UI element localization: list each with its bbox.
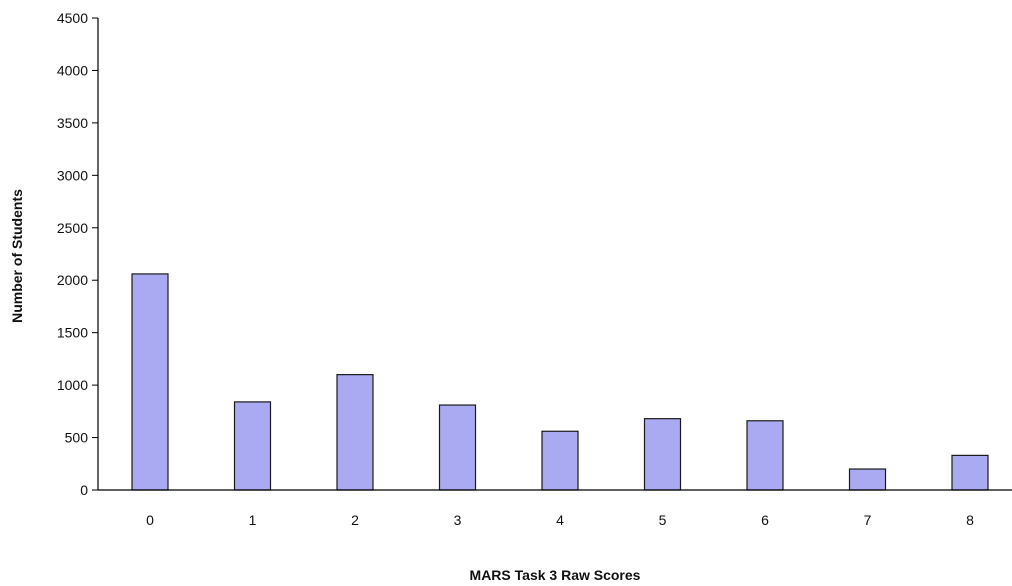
y-axis-title: Number of Students	[9, 189, 25, 323]
bar-8	[951, 454, 989, 491]
x-tick-label: 8	[966, 512, 974, 528]
bars-group	[131, 273, 989, 491]
y-tick-label: 3500	[57, 115, 88, 131]
y-tick-label: 4500	[57, 10, 88, 26]
x-tick-label: 5	[659, 512, 667, 528]
x-axis-ticks: 0 1 2 3 4 5 6 7 8	[146, 512, 974, 528]
y-tick-label: 1000	[57, 377, 88, 393]
y-tick-label: 4000	[57, 62, 88, 78]
bar-5	[643, 418, 682, 491]
y-tick-label: 1500	[57, 325, 88, 341]
bar-2	[336, 374, 374, 491]
bar-7	[848, 468, 887, 491]
x-tick-label: 3	[454, 512, 462, 528]
x-tick-label: 7	[864, 512, 872, 528]
y-tick-label: 2500	[57, 220, 88, 236]
bar-6	[746, 420, 784, 491]
y-tick-label: 0	[80, 482, 88, 498]
y-tick-label: 3000	[57, 167, 88, 183]
x-tick-label: 6	[761, 512, 769, 528]
x-tick-label: 2	[351, 512, 359, 528]
x-axis-title: MARS Task 3 Raw Scores	[470, 567, 641, 583]
bar-0	[131, 273, 169, 491]
bar-1	[233, 401, 272, 491]
bar-3	[438, 404, 477, 491]
y-tick-label: 2000	[57, 272, 88, 288]
bar-4	[541, 430, 579, 491]
y-axis-ticks: 0 500 1000 1500 2000 2500 3000 3500 4000 4500	[57, 10, 98, 498]
x-tick-label: 4	[556, 512, 564, 528]
x-tick-label: 0	[146, 512, 154, 528]
y-tick-label: 500	[65, 430, 89, 446]
x-tick-label: 1	[249, 512, 257, 528]
